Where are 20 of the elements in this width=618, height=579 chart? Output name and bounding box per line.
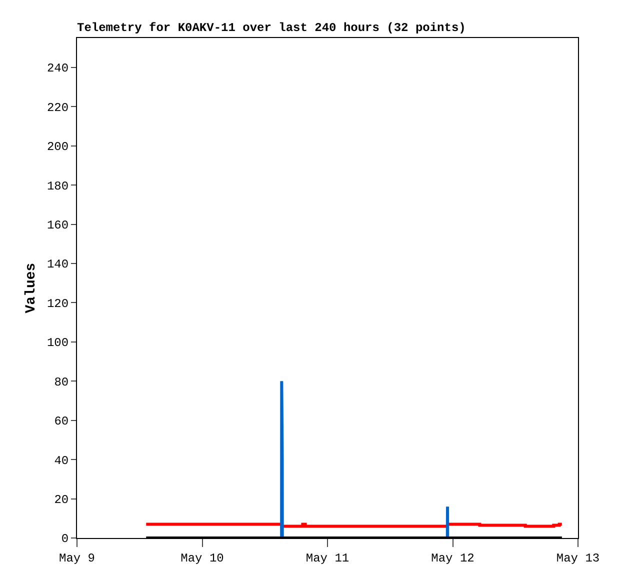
y-tick-label: 0 [61,532,69,546]
y-tick-label: 140 [46,258,69,272]
y-axis-title: Values [24,262,40,314]
x-tick-label: May 12 [431,551,474,566]
y-tick-label: 220 [46,100,69,115]
y-tick-label: 80 [54,375,69,390]
y-tick-label: 120 [46,296,69,311]
y-tick-label: 240 [46,62,69,76]
y-tick-label: 180 [46,179,69,194]
x-tick-label: May 13 [556,551,600,566]
x-tick-label: May 10 [180,551,224,566]
x-tick-label: May 11 [306,551,350,566]
y-tick-label: 200 [46,140,69,154]
y-tick-label: 160 [46,218,69,232]
x-tick-label: May 9 [58,551,96,566]
y-tick-label: 20 [54,492,69,507]
chart-title: Telemetry for K0AKV-11 over last 240 hours (32 points) [77,21,466,35]
y-tick-label: 40 [54,454,69,468]
y-tick-label: 60 [54,414,69,429]
y-tick-label: 100 [46,336,69,350]
